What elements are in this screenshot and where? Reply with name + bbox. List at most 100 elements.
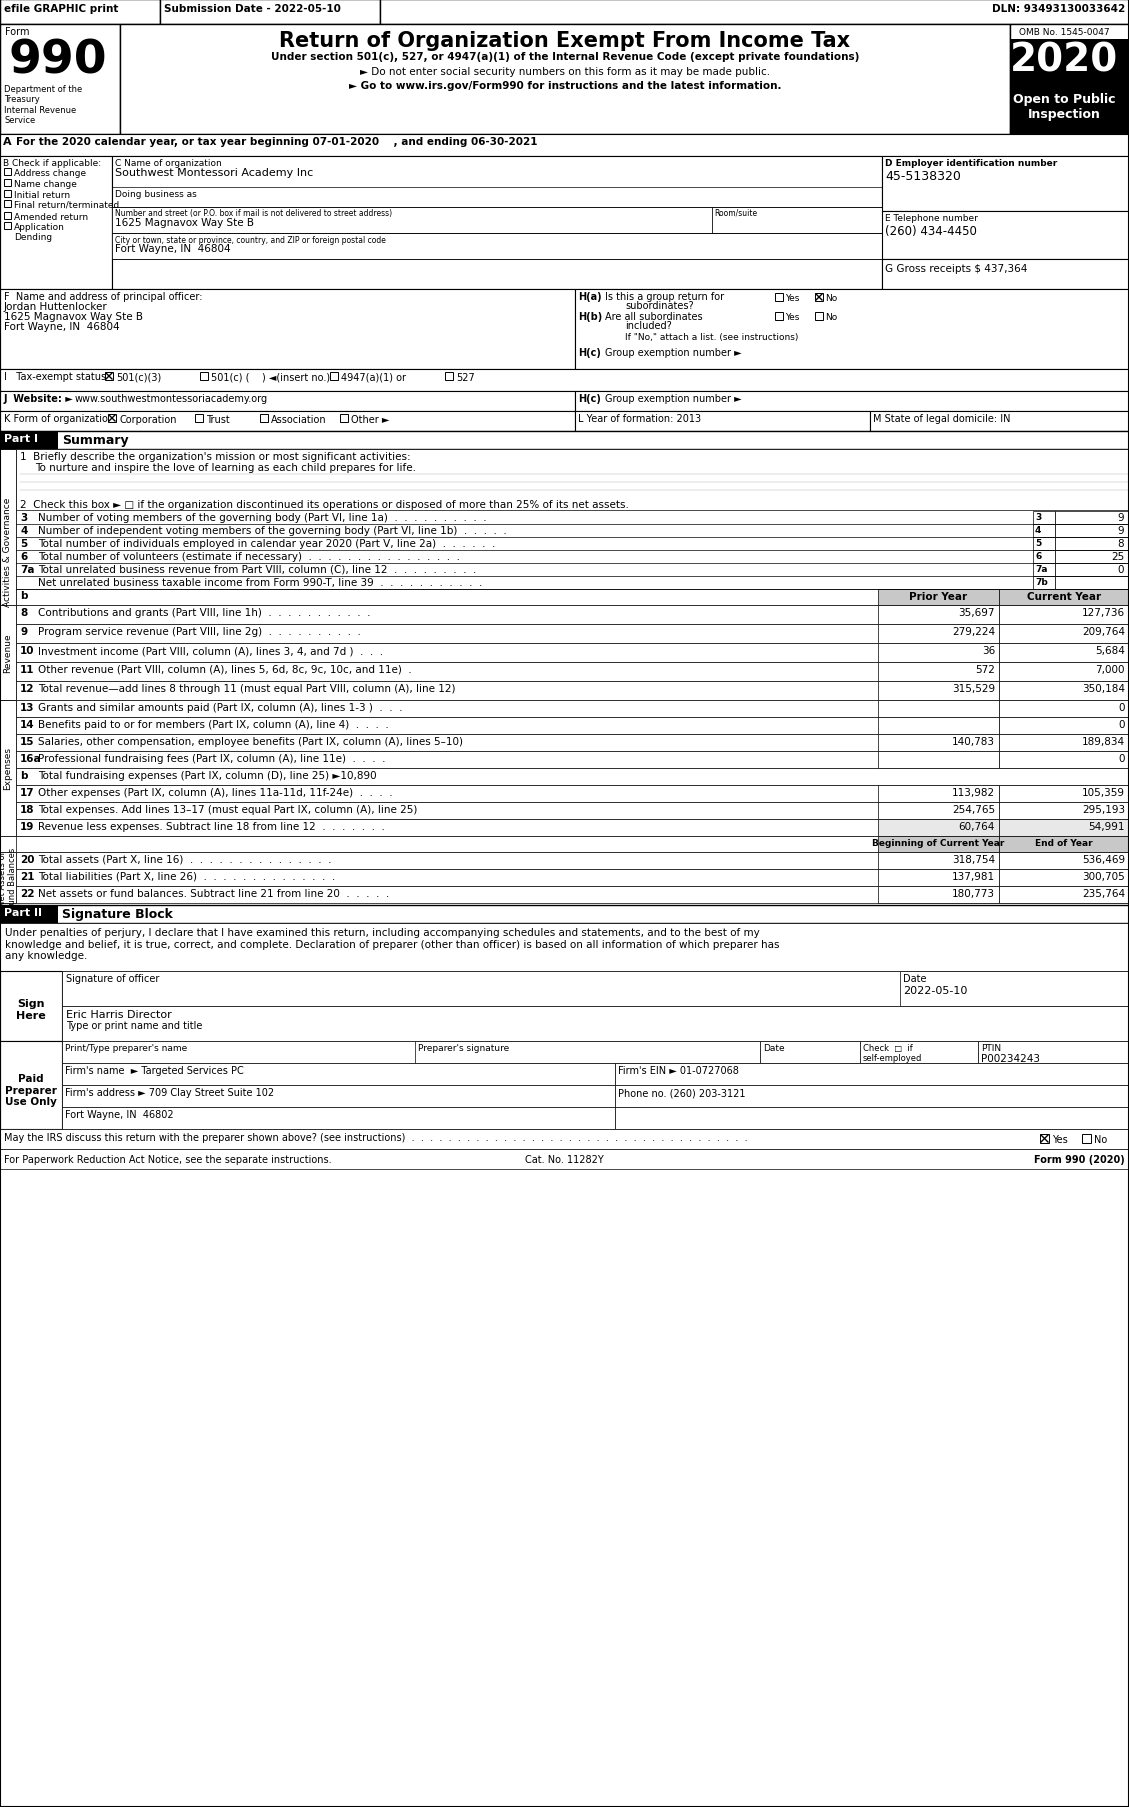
Bar [0,905,1129,923]
Bar [1040,1135,1049,1144]
Text: 105,359: 105,359 [1082,788,1124,797]
Bar [1033,538,1054,551]
Bar [0,1149,1129,1169]
Text: Total fundraising expenses (Part IX, column (D), line 25) ►10,890: Total fundraising expenses (Part IX, col… [38,770,377,781]
Text: 0: 0 [1119,719,1124,730]
Text: No: No [825,295,838,304]
Text: subordinates?: subordinates? [625,300,693,311]
Bar [860,1041,978,1063]
Text: Group exemption number ►: Group exemption number ► [605,394,742,403]
Bar [195,416,203,423]
Text: 0: 0 [1119,754,1124,764]
Text: Association: Association [271,416,326,425]
Text: Prior Year: Prior Year [910,591,968,602]
Text: Is this a group return for: Is this a group return for [605,293,724,302]
Text: H(c): H(c) [578,347,601,358]
Bar [878,605,999,625]
Text: Number and street (or P.O. box if mail is not delivered to street address): Number and street (or P.O. box if mail i… [115,210,392,219]
Bar [0,853,16,904]
Text: 4: 4 [1035,526,1041,535]
Text: Submission Date - 2022-05-10: Submission Date - 2022-05-10 [164,4,341,14]
Bar [16,802,1129,820]
Text: 9: 9 [1118,526,1124,535]
Bar [1033,551,1054,564]
Text: ► Do not enter social security numbers on this form as it may be made public.: ► Do not enter social security numbers o… [360,67,770,78]
Text: Phone no. (260) 203-3121: Phone no. (260) 203-3121 [618,1088,745,1097]
Text: Fort Wayne, IN  46804: Fort Wayne, IN 46804 [115,244,230,253]
Text: Revenue less expenses. Subtract line 18 from line 12  .  .  .  .  .  .  .: Revenue less expenses. Subtract line 18 … [38,822,385,831]
Bar [999,887,1129,904]
Text: H(a): H(a) [578,293,602,302]
Text: included?: included? [625,322,672,331]
Bar [878,625,999,643]
Text: 350,184: 350,184 [1082,683,1124,694]
Bar [1033,511,1054,524]
Text: For the 2020 calendar year, or tax year beginning 07-01-2020    , and ending 06-: For the 2020 calendar year, or tax year … [16,137,537,146]
Text: Signature of officer: Signature of officer [65,974,159,983]
Text: Net unrelated business taxable income from Form 990-T, line 39  .  .  .  .  .  .: Net unrelated business taxable income fr… [38,578,482,587]
Text: Total liabilities (Part X, line 26)  .  .  .  .  .  .  .  .  .  .  .  .  .  .: Total liabilities (Part X, line 26) . . … [38,871,335,882]
Text: To nurture and inspire the love of learning as each child prepares for life.: To nurture and inspire the love of learn… [35,463,415,473]
Bar [1054,551,1129,564]
Text: For Paperwork Reduction Act Notice, see the separate instructions.: For Paperwork Reduction Act Notice, see … [5,1155,332,1164]
Text: Other revenue (Part VIII, column (A), lines 5, 6d, 8c, 9c, 10c, and 11e)  .: Other revenue (Part VIII, column (A), li… [38,665,412,674]
Bar [16,786,1129,802]
Text: Print/Type preparer's name: Print/Type preparer's name [65,1043,187,1052]
Text: 1  Briefly describe the organization's mission or most significant activities:: 1 Briefly describe the organization's mi… [20,452,411,463]
Text: Yes: Yes [785,295,799,304]
Bar [774,295,784,302]
Text: Fort Wayne, IN  46802: Fort Wayne, IN 46802 [65,1109,174,1119]
Bar [0,136,1129,157]
Bar [999,820,1129,837]
Text: Net Assets or
Fund Balances: Net Assets or Fund Balances [0,847,17,909]
Bar [0,0,1129,25]
Bar [999,869,1129,887]
Text: 15: 15 [20,737,35,746]
Text: 140,783: 140,783 [952,737,995,746]
Bar [62,1108,615,1129]
Text: 45-5138320: 45-5138320 [885,170,961,183]
Text: 990: 990 [8,38,106,83]
Text: Grants and similar amounts paid (Part IX, column (A), lines 1-3 )  .  .  .: Grants and similar amounts paid (Part IX… [38,703,403,712]
Text: Beginning of Current Year: Beginning of Current Year [873,838,1005,847]
Text: P00234243: P00234243 [981,1053,1040,1063]
Bar [999,853,1129,869]
Text: efile GRAPHIC print: efile GRAPHIC print [5,4,119,14]
Bar [0,923,1129,972]
Text: PTIN: PTIN [981,1043,1001,1052]
Text: Name change: Name change [14,181,77,190]
Text: 60,764: 60,764 [959,822,995,831]
Text: 11: 11 [20,665,35,674]
Text: Part II: Part II [5,907,42,918]
Bar [112,157,882,289]
Text: 527: 527 [456,372,475,383]
Text: 21: 21 [20,871,35,882]
Text: Benefits paid to or for members (Part IX, column (A), line 4)  .  .  .  .: Benefits paid to or for members (Part IX… [38,719,388,730]
Text: 127,736: 127,736 [1082,607,1124,618]
Text: Investment income (Part VIII, column (A), lines 3, 4, and 7d )  .  .  .: Investment income (Part VIII, column (A)… [38,645,383,656]
Text: Total assets (Part X, line 16)  .  .  .  .  .  .  .  .  .  .  .  .  .  .  .: Total assets (Part X, line 16) . . . . .… [38,855,332,864]
Text: Cat. No. 11282Y: Cat. No. 11282Y [525,1155,603,1164]
Bar [16,768,1129,786]
Bar [62,1063,615,1086]
Text: 209,764: 209,764 [1082,627,1124,636]
Bar [16,837,1129,853]
Bar [1082,1135,1091,1144]
Bar [878,717,999,735]
Text: 536,469: 536,469 [1082,855,1124,864]
Bar [0,701,16,837]
Text: L Year of formation: 2013: L Year of formation: 2013 [578,414,701,425]
Bar [575,412,870,432]
Bar [16,701,1129,717]
Bar [999,605,1129,625]
Text: H(c): H(c) [578,394,601,403]
Bar [0,289,575,370]
Text: 7a: 7a [1035,564,1048,573]
Bar [5,181,11,186]
Text: Amended return: Amended return [14,213,88,222]
Text: 54,991: 54,991 [1088,822,1124,831]
Text: Current Year: Current Year [1027,591,1101,602]
Bar [1010,40,1129,90]
Bar [0,905,58,923]
Text: Number of independent voting members of the governing body (Part VI, line 1b)  .: Number of independent voting members of … [38,526,507,535]
